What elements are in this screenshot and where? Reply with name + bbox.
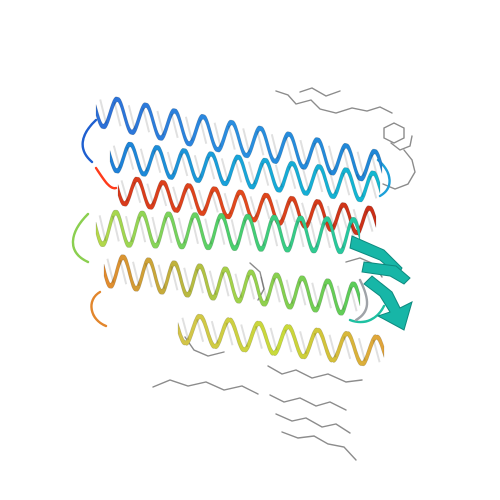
loop-4 [71, 212, 90, 264]
ligand-mid [249, 262, 265, 301]
beta-strand-3 [361, 261, 411, 285]
ligand-tail-right [382, 149, 416, 190]
ligand-bottom-4 [275, 413, 351, 434]
helix-1 [95, 96, 383, 182]
helix-3-ribbon [117, 176, 377, 236]
helix-5 [103, 254, 361, 316]
loop-6 [348, 304, 386, 324]
helix-2 [109, 141, 381, 203]
ligand-ring-1 [383, 122, 405, 144]
helix-5-shading [106, 258, 358, 312]
loop-5 [90, 290, 108, 328]
loop-7 [354, 278, 369, 322]
beta-sheet [349, 235, 413, 331]
loop-1 [81, 118, 98, 164]
alpha-helices [95, 96, 385, 367]
helix-2-shading [112, 145, 378, 199]
ligand-left-loop [184, 336, 225, 357]
helix-1-ribbon [95, 96, 383, 182]
helix-4-shading [98, 215, 358, 249]
ligand-bottom-3 [269, 394, 347, 411]
ligand-top [275, 90, 393, 114]
helix-6-shading [181, 317, 381, 363]
loop-3 [94, 166, 118, 190]
ligand-ring-2 [390, 135, 413, 151]
ligand-top-2 [299, 87, 341, 97]
helix-6-ribbon [177, 313, 385, 367]
ligand-bottom-1 [152, 379, 259, 395]
helix-1-shading [99, 99, 379, 179]
ligand-bottom-2 [267, 365, 363, 383]
beta-strand-2 [363, 275, 413, 331]
helix-3 [117, 176, 377, 236]
helix-3-shading [120, 180, 374, 232]
ligand-bottom-5 [281, 431, 357, 461]
coil-loops [71, 118, 391, 328]
helix-2-ribbon [109, 141, 381, 203]
helix-5-ribbon [103, 254, 361, 316]
helix-6 [177, 313, 385, 367]
